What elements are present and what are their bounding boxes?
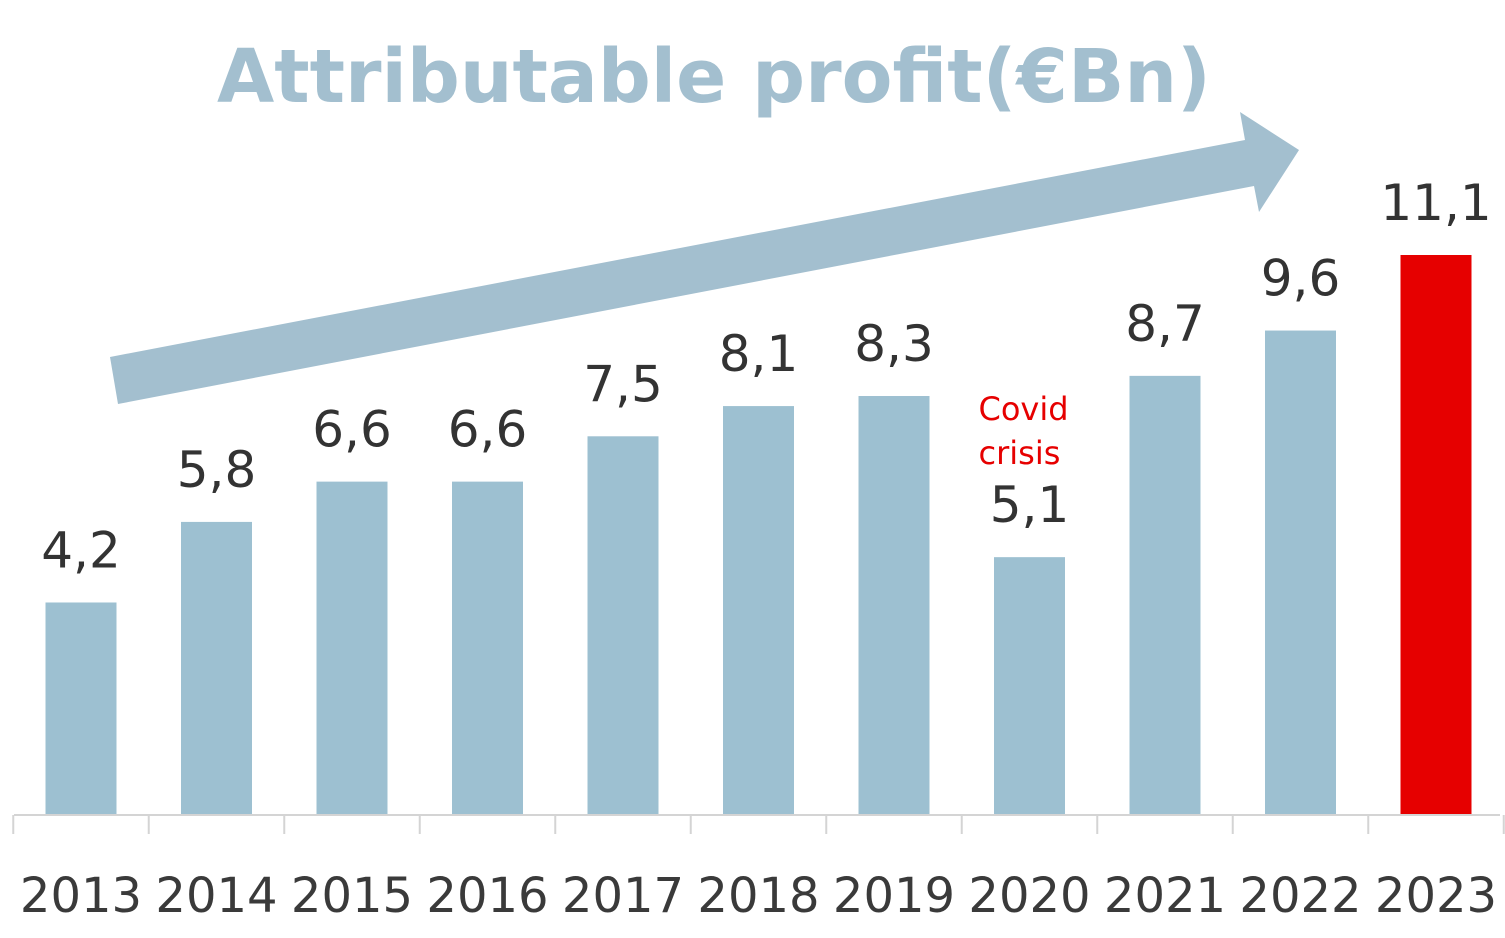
x-tick-label-2022: 2022 xyxy=(1239,868,1361,924)
bar-2013 xyxy=(45,602,117,814)
value-label-2023: 11,1 xyxy=(1380,174,1491,232)
bar-2019 xyxy=(858,396,930,814)
bar-2016 xyxy=(452,481,523,814)
trend-arrow xyxy=(110,112,1299,404)
value-label-2014: 5,8 xyxy=(177,441,257,499)
bar-2014 xyxy=(181,521,252,814)
annotation-2020-line-1: crisis xyxy=(979,434,1061,472)
annotation-2020-line-0: Covid xyxy=(979,390,1069,428)
x-tick-label-2014: 2014 xyxy=(155,868,277,924)
bar-2015 xyxy=(316,481,388,814)
value-label-2016: 6,6 xyxy=(448,401,528,459)
bar-2021 xyxy=(1129,375,1201,814)
x-tick-label-2018: 2018 xyxy=(697,868,819,924)
x-tick-label-2016: 2016 xyxy=(426,868,548,924)
x-tick-label-2013: 2013 xyxy=(20,868,142,924)
value-label-2015: 6,6 xyxy=(312,401,392,459)
value-label-2021: 8,7 xyxy=(1125,295,1205,353)
bar-2020 xyxy=(994,557,1065,814)
x-axis xyxy=(12,814,1505,834)
trend-arrow-group xyxy=(110,112,1299,404)
bar-2018 xyxy=(723,406,794,814)
value-label-2022: 9,6 xyxy=(1261,250,1341,308)
bar-2022 xyxy=(1265,330,1336,814)
x-tick-label-2015: 2015 xyxy=(291,868,413,924)
value-label-2020: 5,1 xyxy=(990,476,1070,534)
bar-2017 xyxy=(587,436,659,814)
value-label-2017: 7,5 xyxy=(583,355,663,413)
x-tick-label-2020: 2020 xyxy=(968,868,1090,924)
bar-2023 xyxy=(1400,255,1472,814)
x-tick-label-2019: 2019 xyxy=(833,868,955,924)
labels-group: 4,2 2013 5,8 2014 6,6 2015 6,6 2016 7,5 2017 8,1 20… xyxy=(20,174,1497,924)
value-label-2018: 8,1 xyxy=(719,325,799,383)
bars-group xyxy=(45,255,1472,814)
x-tick-label-2017: 2017 xyxy=(562,868,684,924)
x-tick-label-2023: 2023 xyxy=(1375,868,1497,924)
value-label-2013: 4,2 xyxy=(41,521,121,579)
x-tick-label-2021: 2021 xyxy=(1104,868,1226,924)
value-label-2019: 8,3 xyxy=(854,315,934,373)
chart-title: Attributable profit(€Bn) xyxy=(217,34,1211,120)
